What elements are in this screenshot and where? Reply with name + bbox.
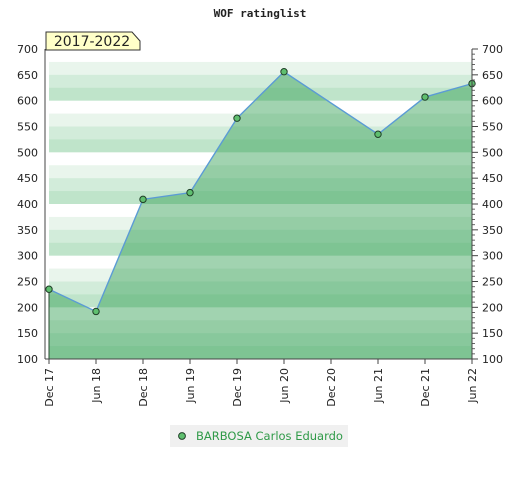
y-tick-label-right: 500 bbox=[482, 146, 503, 159]
y-tick-label-right: 100 bbox=[482, 353, 503, 366]
y-tick-label: 500 bbox=[17, 146, 38, 159]
background-band bbox=[49, 126, 472, 140]
y-tick-label-right: 450 bbox=[482, 172, 503, 185]
x-tick-label: Jun 22 bbox=[466, 368, 479, 404]
period-badge-label: 2017-2022 bbox=[54, 34, 130, 50]
background-band bbox=[49, 307, 472, 321]
chart-title: WOF ratinglist bbox=[214, 7, 307, 20]
y-tick-label: 100 bbox=[17, 353, 38, 366]
background-band bbox=[49, 255, 472, 270]
background-band bbox=[49, 100, 472, 115]
y-tick-label-right: 700 bbox=[482, 43, 503, 56]
data-point bbox=[139, 195, 147, 204]
legend-label: BARBOSA Carlos Eduardo bbox=[196, 429, 343, 443]
legend-marker bbox=[178, 432, 186, 440]
x-tick-label: Dec 18 bbox=[137, 368, 150, 407]
background-band bbox=[49, 74, 472, 89]
period-badge-box bbox=[45, 31, 141, 51]
y-tick-label: 150 bbox=[17, 327, 38, 340]
y-tick-label: 250 bbox=[17, 276, 38, 289]
y-tick-label-right: 550 bbox=[482, 121, 503, 134]
background-band bbox=[49, 165, 472, 179]
y-tick-label: 550 bbox=[17, 121, 38, 134]
background-band bbox=[49, 216, 472, 231]
background-band bbox=[49, 346, 472, 360]
background-band bbox=[49, 61, 472, 76]
y-tick-label-right: 650 bbox=[482, 69, 503, 82]
background-band bbox=[49, 152, 472, 166]
y-tick-label-right: 150 bbox=[482, 327, 503, 340]
x-tick-label: Jun 21 bbox=[372, 368, 385, 404]
data-point bbox=[45, 285, 53, 293]
x-tick-label: Jun 19 bbox=[184, 368, 197, 404]
legend: BARBOSA Carlos Eduardo bbox=[170, 425, 348, 447]
background-band bbox=[49, 178, 472, 192]
y-tick-label-right: 200 bbox=[482, 301, 503, 314]
data-point bbox=[186, 188, 194, 197]
data-point bbox=[421, 93, 429, 101]
background-band bbox=[49, 281, 472, 295]
x-tick-label: Dec 19 bbox=[231, 368, 244, 407]
y-tick-label-right: 600 bbox=[482, 95, 503, 108]
background-band bbox=[49, 333, 472, 347]
background-band bbox=[49, 242, 472, 257]
background-band bbox=[49, 204, 472, 218]
area-layer bbox=[49, 71, 472, 359]
data-point bbox=[374, 130, 382, 138]
data-point bbox=[280, 68, 288, 76]
y-tick-label: 300 bbox=[17, 250, 38, 263]
x-tick-label: Dec 21 bbox=[419, 368, 432, 407]
y-tick-label: 350 bbox=[17, 224, 38, 237]
y-tick-label-right: 400 bbox=[482, 198, 503, 211]
y-tick-label: 650 bbox=[17, 69, 38, 82]
legend-box bbox=[170, 425, 348, 447]
background-band bbox=[49, 139, 472, 153]
y-tick-label-right: 350 bbox=[482, 224, 503, 237]
background-band bbox=[49, 229, 472, 244]
background-band bbox=[49, 294, 472, 308]
y-tick-label-right: 300 bbox=[482, 250, 503, 263]
x-tick-label: Jun 20 bbox=[278, 368, 291, 404]
axes-layer: 100 150 200 250 300 350 400 450 500 550 600 650 700 1… bbox=[17, 43, 503, 407]
series-area bbox=[49, 71, 472, 359]
background-band bbox=[49, 320, 472, 334]
y-tick-label: 200 bbox=[17, 301, 38, 314]
x-tick-label: Jun 18 bbox=[90, 368, 103, 404]
background-band bbox=[49, 113, 472, 127]
background-band bbox=[49, 268, 472, 282]
y-tick-label: 450 bbox=[17, 172, 38, 185]
background-band bbox=[49, 191, 472, 205]
y-tick-label: 400 bbox=[17, 198, 38, 211]
data-point bbox=[233, 114, 241, 122]
period-badge: 2017-2022 bbox=[45, 31, 141, 51]
x-tick-label: Dec 20 bbox=[325, 368, 338, 407]
background-band bbox=[49, 49, 472, 63]
y-tick-label-right: 250 bbox=[482, 276, 503, 289]
data-point bbox=[92, 307, 100, 316]
y-tick-label: 700 bbox=[17, 43, 38, 56]
x-tick-label: Dec 17 bbox=[43, 368, 56, 407]
y-tick-label: 600 bbox=[17, 95, 38, 108]
